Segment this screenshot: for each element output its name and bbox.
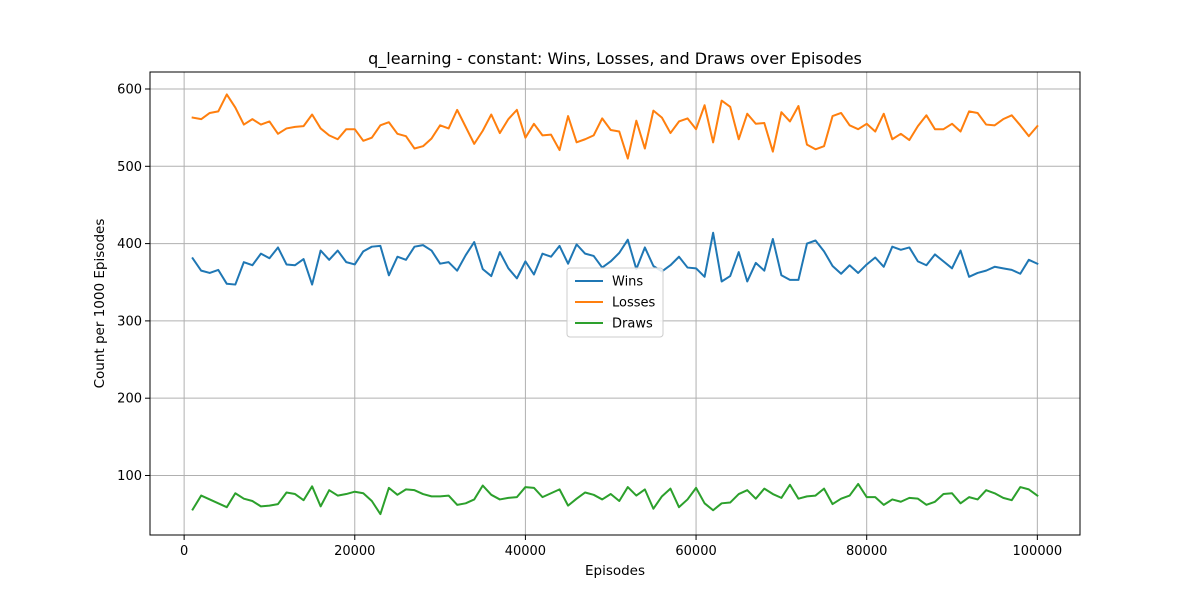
x-tick-label: 0 (180, 544, 188, 559)
x-tick-label: 100000 (1013, 544, 1063, 559)
y-tick-label: 300 (117, 314, 142, 329)
x-tick-label: 60000 (675, 544, 716, 559)
legend: Wins Losses Draws (566, 267, 664, 338)
y-tick-label: 600 (117, 83, 142, 98)
y-tick-label: 100 (117, 469, 142, 484)
series-line-wins (191, 231, 1039, 286)
legend-label-losses: Losses (612, 296, 656, 311)
chart-title: q_learning - constant: Wins, Losses, and… (368, 49, 862, 69)
y-tick-label: 200 (117, 392, 142, 407)
plot-frame (149, 71, 1081, 536)
x-tick-label: 80000 (846, 544, 887, 559)
y-tick-label: 500 (117, 160, 142, 175)
legend-label-wins: Wins (612, 275, 643, 290)
x-axis-label: Episodes (585, 563, 645, 579)
series-line-draws (191, 482, 1039, 516)
y-tick-label: 400 (117, 237, 142, 252)
legend-box (566, 267, 664, 338)
x-tick-label: 40000 (505, 544, 546, 559)
axis-ticks: 0 20000 40000 60000 80000 100000 100 200 300 400 5… (117, 83, 1062, 559)
legend-label-draws: Draws (612, 317, 653, 332)
series-line-losses (191, 93, 1039, 160)
series-lines (191, 93, 1039, 516)
x-tick-label: 20000 (334, 544, 375, 559)
grid (150, 72, 1080, 535)
y-axis-label: Count per 1000 Episodes (92, 219, 108, 389)
